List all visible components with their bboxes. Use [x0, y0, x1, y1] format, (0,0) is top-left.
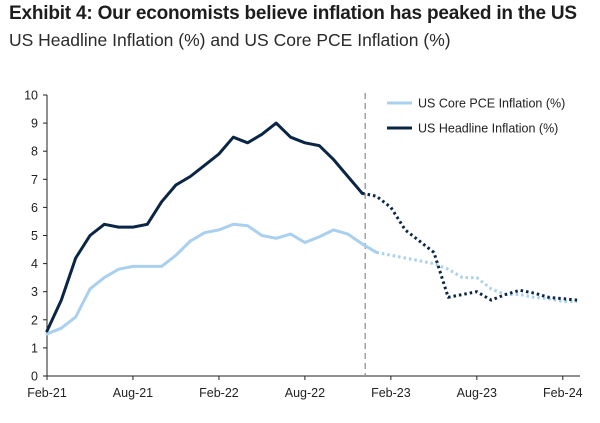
legend-label-headline: US Headline Inflation (%) [418, 122, 558, 136]
y-tick-label: 9 [31, 117, 38, 131]
y-tick-label: 4 [31, 257, 38, 271]
core-pce-actual-line [45, 222, 378, 336]
y-tick-label: 6 [31, 201, 38, 215]
y-tick-label: 0 [31, 370, 38, 384]
chart-title: Exhibit 4: Our economists believe inflat… [9, 3, 577, 24]
x-tick-label: Feb-23 [371, 386, 411, 400]
y-tick-label: 5 [31, 229, 38, 243]
chart-axes: 0 1 2 3 4 5 6 7 8 9 10 Feb-21 Aug-21 Feb-22 Aug-22 Feb-… [24, 89, 583, 401]
chart-subtitle: US Headline Inflation (%) and US Core PC… [9, 30, 451, 50]
y-tick-label: 2 [31, 313, 38, 327]
x-tick-label: Feb-24 [543, 386, 583, 400]
y-tick-label: 8 [31, 145, 38, 159]
headline-actual-line [45, 121, 364, 333]
legend-label-core-pce: US Core PCE Inflation (%) [418, 97, 565, 111]
x-tick-label: Aug-22 [285, 386, 325, 400]
core-pce-forecast-line [376, 250, 578, 303]
chart-legend: US Core PCE Inflation (%) US Headline Inf… [387, 97, 565, 136]
x-tick-label: Aug-23 [457, 386, 497, 400]
series-layer [45, 121, 578, 336]
x-tick-label: Aug-21 [113, 386, 153, 400]
y-tick-label: 3 [31, 285, 38, 299]
y-tick-label: 1 [31, 341, 38, 355]
y-tick-label: 7 [31, 173, 38, 187]
headline-forecast-line [361, 191, 578, 302]
y-tick-label: 10 [24, 89, 38, 103]
x-tick-label: Feb-22 [199, 386, 239, 400]
x-tick-label: Feb-21 [27, 386, 67, 400]
